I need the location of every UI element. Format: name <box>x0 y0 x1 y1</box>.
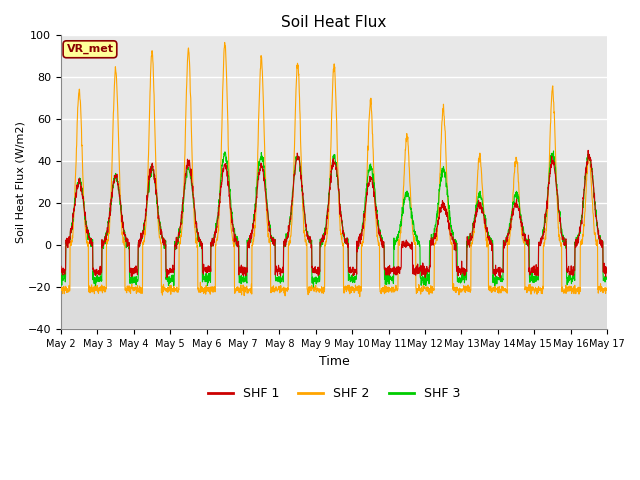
X-axis label: Time: Time <box>319 355 349 368</box>
Bar <box>61 36 607 161</box>
Title: Soil Heat Flux: Soil Heat Flux <box>282 15 387 30</box>
Text: VR_met: VR_met <box>67 44 113 54</box>
Y-axis label: Soil Heat Flux (W/m2): Soil Heat Flux (W/m2) <box>15 121 25 243</box>
Legend: SHF 1, SHF 2, SHF 3: SHF 1, SHF 2, SHF 3 <box>204 383 465 406</box>
